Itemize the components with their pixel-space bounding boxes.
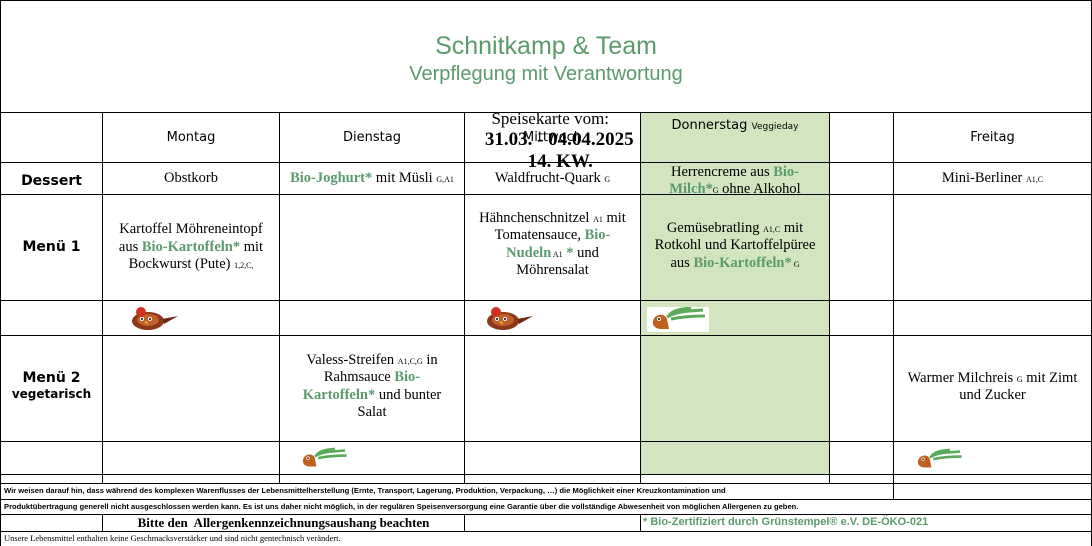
row-label-dessert: Dessert [21,172,82,189]
row-label-menu2-title: Menü 2 [22,370,81,386]
menu1-thursday: Gemüsebratling A1,C mit Rotkohl und Karto… [654,220,816,271]
row-label-menu1: Menü 1 [22,239,81,256]
disclaimer-line-3: Unsere Lebensmittel enthalten keine Gesc… [4,533,341,543]
dessert-friday: Mini-Berliner A1,C [941,169,1044,186]
dessert-monday: Obstkorb [164,169,218,186]
company-title: Schnitkamp & Team [435,32,657,60]
carrot-icon [302,447,347,467]
day-thursday: Donnerstag Veggieday [641,118,829,133]
date-range: 31.03. - 04.04.2025 [484,129,634,150]
disclaimer-line-1: Wir weisen darauf hin, dass während des … [4,486,726,495]
carrot-icon [917,448,962,468]
day-wednesday: Mittwoch [523,129,582,145]
chicken-icon [487,307,533,330]
menu1-monday: Kartoffel Möhreneintopf aus Bio-Kartoffel… [118,221,264,273]
day-tuesday: Dienstag [343,129,401,145]
disclaimer-line-2: Produktübertragung generell nicht ausges… [4,502,799,511]
menu-date-line: Speisekarte vom: 31.03. - 04.04.2025 14.… [0,89,1092,173]
day-monday: Montag [166,129,216,145]
week-number: 14. KW. [527,151,593,172]
veggieday-tag: Veggieday [751,122,799,132]
veggieday-column-bg [641,113,830,474]
day-thursday-name: Donnerstag [671,118,748,133]
dessert-thursday: Herrencreme aus Bio- Milch*G ohne Alkohol [669,164,801,194]
menu-label: Speisekarte vom: [491,109,610,128]
carrot-icon [647,307,709,332]
menu2-tuesday: Valess-Streifen A1,C,G in Rahmsauce Bio- K… [302,352,442,421]
row-label-menu2: Menü 2 vegetarisch [1,369,102,403]
day-friday: Freitag [970,129,1015,145]
allergen-notice: Bitte den Allergenkennzeichnungsaushang … [137,515,430,530]
dessert-wednesday: Waldfrucht-Quark G [494,169,611,186]
company-slogan: Verpflegung mit Verantwortung [409,63,683,85]
menu2-friday: Warmer Milchreis G mit Zimt und Zucker [907,370,1078,404]
dessert-tuesday: Bio-Joghurt* mit Müsli G,A1 [290,169,454,186]
row-label-menu2-sub: vegetarisch [11,387,92,402]
bio-certification: * Bio-Zertifiziert durch Grünstempel® e.… [643,516,929,528]
menu1-wednesday: Hähnchenschnitzel A1 mit Tomatensauce, Bi… [479,210,626,279]
chicken-icon [132,307,178,330]
